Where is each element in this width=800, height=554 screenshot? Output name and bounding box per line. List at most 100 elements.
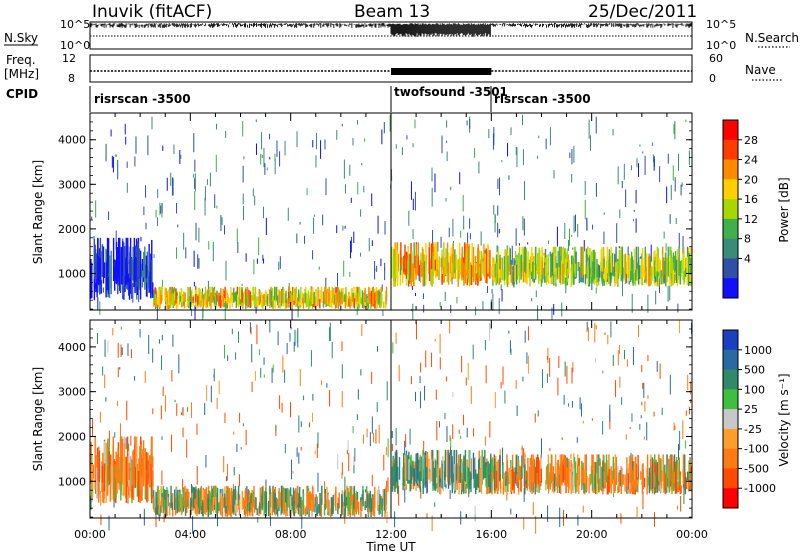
velocity-echo-band	[200, 485, 203, 506]
velocity-echo-band	[131, 485, 133, 499]
velocity-echo-band	[594, 475, 596, 490]
power-echo-band	[684, 257, 687, 274]
power-echo-streak	[516, 147, 518, 168]
power-echo-band	[527, 251, 529, 279]
power-echo-band	[186, 299, 189, 308]
power-echo-band	[125, 237, 127, 277]
velocity-echo-band	[378, 485, 380, 506]
power-echo-band	[183, 291, 185, 302]
power-echo-streak	[145, 185, 147, 198]
power-echo-band	[450, 247, 452, 273]
power-echo-band	[356, 297, 358, 307]
velocity-echo-band	[540, 468, 542, 483]
velocity-echo-streak	[130, 435, 132, 446]
power-echo-streak	[265, 217, 267, 236]
velocity-echo-streak	[547, 505, 549, 522]
velocity-echo-band	[432, 460, 434, 487]
power-echo-streak	[225, 260, 227, 281]
power-echo-band	[556, 263, 558, 280]
velocity-echo-band	[283, 491, 285, 515]
velocity-echo-band	[612, 456, 614, 484]
velocity-echo-streak	[205, 455, 207, 468]
velocity-echo-streak	[354, 447, 356, 462]
power-echo-band	[282, 292, 285, 303]
velocity-echo-band	[335, 491, 337, 511]
power-echo-streak	[446, 120, 448, 128]
velocity-echo-band	[402, 467, 404, 491]
power-echo-band	[293, 286, 295, 301]
velocity-echo-band	[636, 477, 639, 489]
power-echo-streak	[681, 182, 683, 187]
velocity-echo-band	[238, 499, 241, 508]
velocity-echo-band	[153, 496, 155, 512]
velocity-echo-streak	[586, 321, 588, 331]
power-echo-band	[242, 293, 245, 304]
power-echo-band	[309, 301, 311, 306]
velocity-echo-streak	[130, 349, 132, 358]
velocity-echo-band	[673, 471, 676, 484]
power-echo-band	[603, 258, 605, 274]
power-echo-band	[615, 262, 617, 273]
power-echo-streak	[263, 206, 265, 219]
velocity-echo-band	[598, 478, 600, 493]
power-echo-band	[153, 300, 155, 307]
velocity-echo-streak	[161, 355, 163, 371]
power-echo-band	[268, 289, 271, 304]
velocity-echo-band	[591, 469, 594, 491]
power-echo-streak	[510, 127, 512, 135]
velocity-echo-band	[448, 452, 450, 485]
power-echo-band	[680, 259, 683, 273]
velocity-echo-band	[521, 455, 523, 479]
velocity-echo-band	[545, 480, 547, 491]
velocity-echo-streak	[308, 423, 310, 427]
power-echo-band	[278, 289, 280, 306]
velocity-echo-streak	[224, 344, 226, 359]
velocity-echo-band	[472, 452, 475, 479]
power-echo-band	[430, 243, 433, 270]
power-echo-band	[401, 257, 403, 271]
power-echo-streak	[408, 210, 410, 226]
power-echo-band	[137, 241, 139, 287]
power-colorbar-swatch	[723, 238, 738, 259]
velocity-echo-band	[351, 507, 353, 516]
velocity-echo-band	[193, 487, 196, 509]
power-echo-streak	[487, 285, 489, 294]
velocity-echo-band	[109, 469, 112, 494]
power-echo-streak	[466, 120, 468, 126]
power-echo-band	[141, 258, 144, 279]
velocity-echo-band	[158, 490, 160, 515]
power-echo-band	[444, 257, 447, 275]
velocity-echo-streak	[249, 322, 251, 333]
power-echo-band	[226, 301, 228, 308]
power-echo-band	[528, 263, 530, 273]
power-echo-band	[343, 295, 345, 302]
power-echo-band	[201, 298, 204, 308]
power-echo-band	[466, 242, 468, 275]
power-echo-band	[405, 251, 408, 279]
velocity-echo-band	[326, 486, 328, 509]
power-echo-streak	[616, 223, 618, 244]
power-echo-streak	[538, 135, 540, 139]
velocity-y-tick-label: 2000	[58, 430, 86, 443]
power-echo-band	[154, 294, 156, 304]
power-echo-band	[604, 267, 606, 281]
power-echo-streak	[682, 236, 684, 256]
velocity-echo-streak	[296, 447, 298, 457]
power-echo-streak	[296, 233, 298, 244]
velocity-echo-streak	[263, 357, 265, 365]
velocity-echo-band	[294, 503, 297, 513]
power-echo-band	[686, 256, 689, 286]
power-echo-band	[550, 272, 552, 284]
velocity-echo-band	[135, 436, 138, 484]
power-echo-band	[615, 266, 618, 284]
velocity-echo-band	[245, 493, 248, 515]
velocity-echo-band	[489, 484, 491, 494]
power-echo-band	[659, 259, 662, 272]
power-echo-streak	[159, 202, 161, 216]
velocity-echo-band	[150, 463, 152, 480]
power-echo-streak	[537, 155, 539, 159]
power-echo-band	[256, 300, 259, 309]
noise-tick-low-right: 10^0	[706, 39, 736, 52]
power-echo-band	[270, 291, 272, 301]
power-echo-streak	[573, 145, 575, 163]
